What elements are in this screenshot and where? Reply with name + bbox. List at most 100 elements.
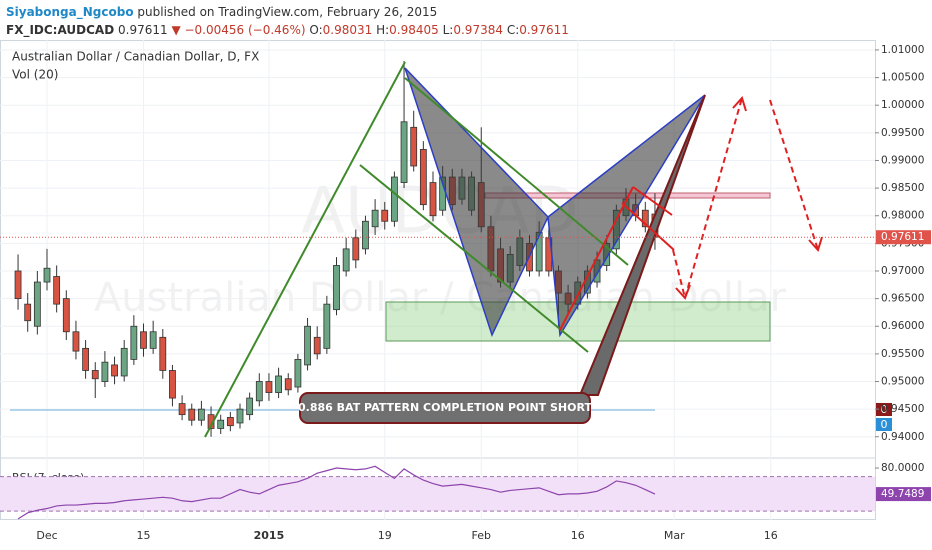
x-tick-label: Feb: [472, 529, 491, 542]
volume-label: Vol (20): [12, 68, 58, 82]
x-tick-label: Dec: [36, 529, 57, 542]
candle-body: [390, 176, 398, 222]
x-tick-label: Mar: [664, 529, 685, 542]
candle-body: [24, 303, 32, 322]
arrow-head: [808, 236, 823, 252]
symbol: FX_IDC:AUDCAD: [6, 23, 114, 38]
candle-body: [43, 267, 51, 283]
trend-line: [204, 61, 406, 438]
candle-body: [140, 331, 147, 349]
last: 0.97611: [118, 23, 168, 37]
projection-arrow: [769, 99, 819, 251]
candle-body: [236, 408, 244, 424]
candle-body: [371, 209, 379, 228]
candle-body: [342, 248, 350, 272]
quote-line: FX_IDC:AUDCAD 0.97611 ▼ −0.00456 (−0.46%…: [6, 23, 569, 38]
candle-body: [101, 361, 109, 382]
badge-text: 0: [881, 403, 888, 416]
candle-body: [82, 347, 89, 371]
candle-body: [33, 281, 41, 327]
badge: [876, 403, 892, 416]
c-value: 0.97611: [519, 23, 569, 37]
callout-text: 0.886 BAT PATTERN COMPLETION POINT SHORT: [298, 401, 592, 414]
candle-body: [197, 408, 205, 421]
candle-body: [149, 331, 157, 349]
candle-body: [62, 298, 70, 333]
candle-body: [159, 336, 167, 371]
candle-body: [169, 370, 176, 399]
x-tick-label: 15: [137, 529, 151, 542]
rsi-value-box: [876, 487, 931, 502]
y-tick-label: 0.98500: [881, 182, 924, 194]
red-line: [632, 186, 673, 216]
y-tick-label: 0.94000: [881, 431, 924, 443]
candle-body: [381, 209, 389, 222]
red-line: [621, 202, 675, 251]
o-label: O:: [309, 23, 322, 37]
y-tick-label: 0.95000: [881, 376, 924, 388]
y-tick-label: 0.99000: [881, 154, 924, 166]
candle-body: [255, 381, 263, 402]
channel-line: [404, 77, 629, 266]
candle-body: [130, 325, 138, 360]
x-tick-label: 19: [378, 529, 392, 542]
candle-body: [410, 126, 418, 167]
channel-line: [359, 164, 589, 353]
candle-body: [419, 149, 427, 206]
y-tick-label: 0.96000: [881, 320, 924, 332]
arrow-head: [732, 96, 747, 112]
candle-body: [333, 265, 340, 311]
chart-title: Australian Dollar / Canadian Dollar, D, …: [12, 50, 259, 64]
candle-body: [352, 237, 360, 261]
callout-box: [299, 392, 591, 424]
rsi-band: [0, 476, 875, 512]
y-tick-label: 0.95500: [881, 348, 924, 360]
candle-body: [53, 276, 61, 305]
h-value: 0.98405: [389, 23, 439, 37]
h-label: H:: [376, 23, 389, 37]
last-price-box: [876, 230, 931, 245]
candle-body: [304, 325, 311, 366]
header-line: Siyabonga_Ngcobo published on TradingVie…: [6, 5, 437, 20]
badge-text: 0: [881, 418, 888, 431]
x-tick-label: 16: [764, 529, 778, 542]
y-tick-label: 1.01000: [881, 44, 924, 56]
bat-xab: [404, 67, 549, 338]
badge: [876, 418, 892, 431]
candle-body: [217, 419, 225, 429]
candle-body: [362, 220, 369, 250]
arrow-head: [675, 284, 691, 300]
panel-border: [0, 40, 876, 520]
candle-body: [323, 303, 331, 349]
candle-body: [246, 397, 254, 416]
y-tick-label: 1.00500: [881, 72, 924, 84]
y-tick-label: 0.96500: [881, 293, 924, 305]
rsi-line: [17, 465, 656, 520]
o-value: 0.98031: [323, 23, 373, 37]
x-tick-label: 2015: [254, 529, 285, 542]
l-label: L:: [443, 23, 454, 37]
watermark-name: Australian Dollar / Canadian Dollar: [94, 275, 787, 321]
candle-body: [284, 378, 292, 391]
candle-body: [313, 336, 321, 355]
y-tick-label: 0.98000: [881, 210, 924, 222]
author: Siyabonga_Ngcobo: [6, 5, 134, 20]
candle-body: [429, 182, 437, 217]
candle-body: [265, 381, 273, 393]
change: ▼ −0.00456 (−0.46%): [171, 23, 305, 37]
candle-body: [294, 359, 302, 388]
candle-body: [14, 270, 22, 300]
rsi-value-label: 49.7489: [881, 488, 924, 500]
rsi-tick-label: 80.0000: [881, 462, 924, 474]
candle-body: [400, 121, 408, 183]
candle-body: [226, 417, 234, 427]
candle-body: [641, 209, 649, 228]
y-tick-label: 1.00000: [881, 99, 924, 111]
candle-body: [188, 408, 196, 421]
c-label: C:: [507, 23, 519, 37]
callout-pointer: [578, 94, 706, 396]
y-tick-label: 0.97000: [881, 265, 924, 277]
candle-body: [178, 403, 186, 416]
